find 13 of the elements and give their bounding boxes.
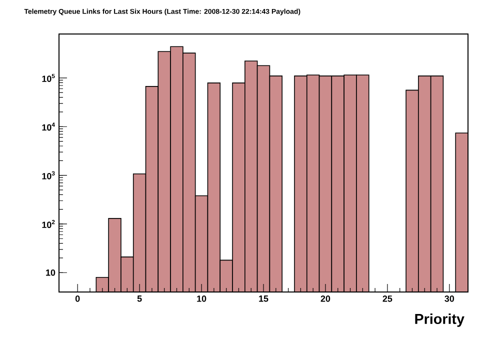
x-tick-label: 10 bbox=[197, 296, 206, 302]
x-tick-label: 20 bbox=[320, 296, 330, 302]
x-tick-label: 0 bbox=[75, 296, 80, 302]
x-tick-label: 25 bbox=[382, 296, 392, 302]
y-tick-label: 10$^{4}$ bbox=[42, 122, 55, 131]
y-tick-label: 10$^{5}$ bbox=[42, 74, 55, 82]
x-tick-label: 30 bbox=[444, 296, 454, 302]
y-tick-label: 10 bbox=[46, 269, 56, 276]
x-tick-label: 5 bbox=[137, 296, 142, 302]
y-tick-label: 10$^{2}$ bbox=[42, 220, 55, 228]
x-tick-label: 15 bbox=[259, 296, 268, 302]
x-axis-title: Priority bbox=[415, 314, 464, 327]
y-tick-label: 10$^{3}$ bbox=[42, 171, 55, 180]
